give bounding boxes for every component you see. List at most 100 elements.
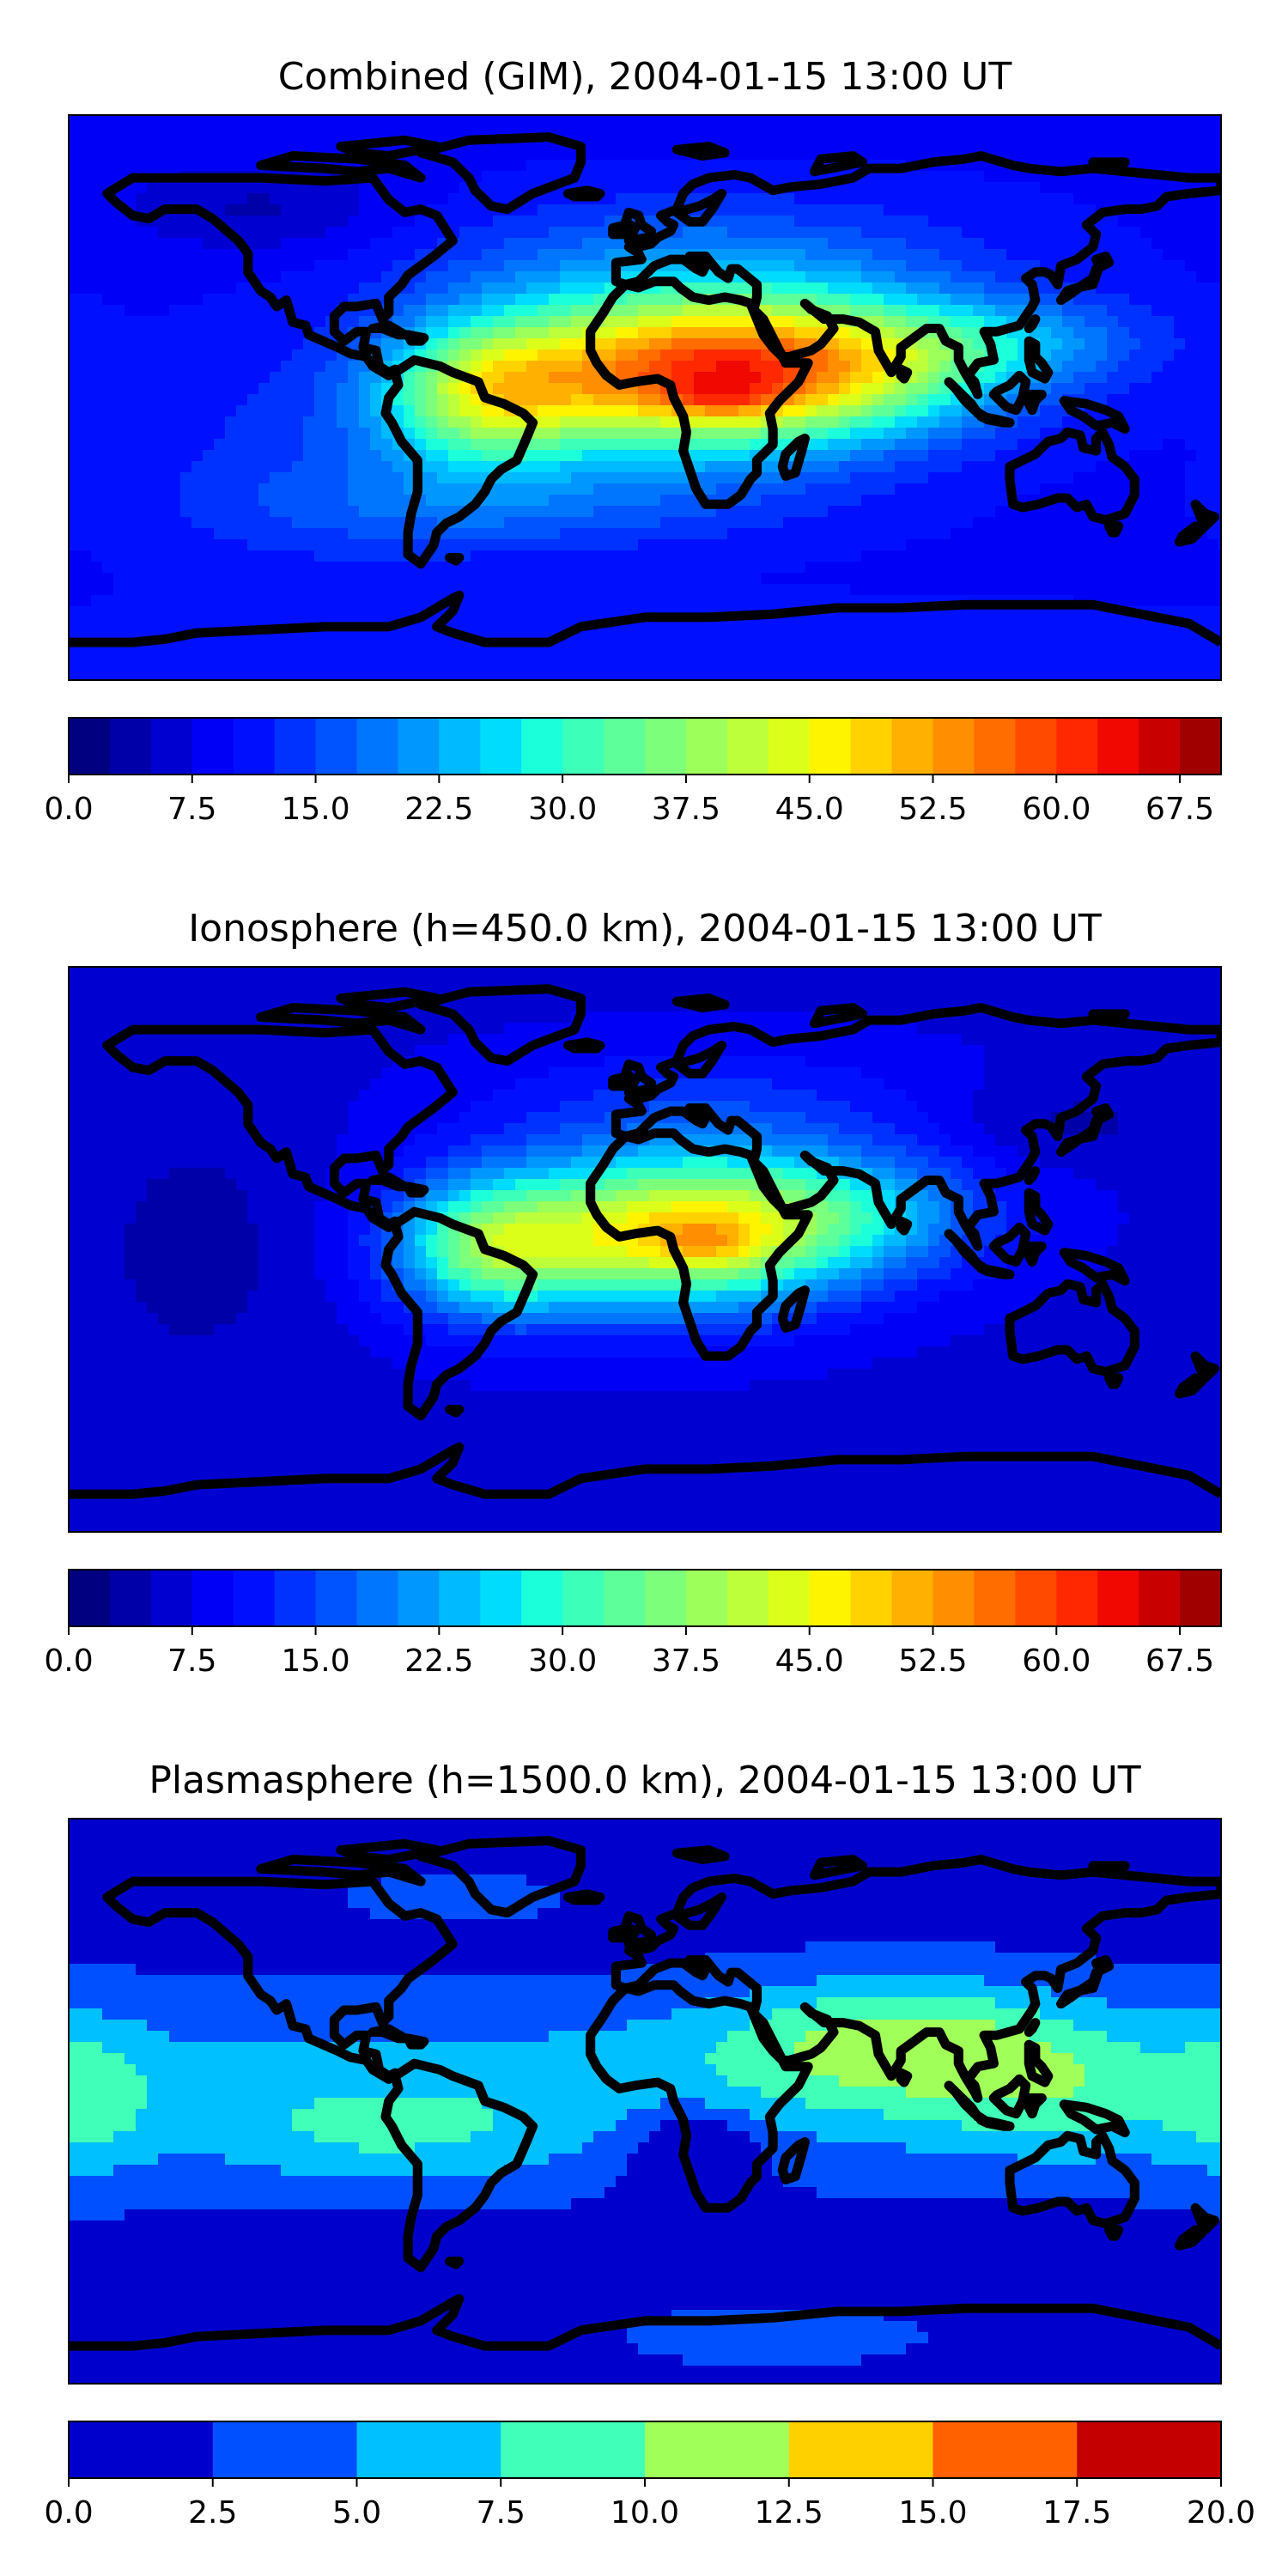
heatmap-cell bbox=[69, 472, 81, 484]
heatmap-cell bbox=[638, 171, 650, 183]
heatmap-cell bbox=[1207, 137, 1219, 149]
heatmap-cell bbox=[191, 149, 204, 161]
heatmap-cell bbox=[605, 562, 617, 574]
heatmap-cell bbox=[292, 416, 304, 428]
heatmap-cell bbox=[951, 629, 963, 641]
heatmap-cell bbox=[392, 528, 404, 540]
heatmap-cell bbox=[1107, 573, 1119, 585]
heatmap-cell bbox=[906, 461, 918, 473]
heatmap-cell bbox=[705, 361, 717, 373]
heatmap-cell bbox=[493, 160, 505, 172]
heatmap-cell bbox=[325, 461, 337, 473]
heatmap-cell bbox=[1062, 506, 1074, 518]
heatmap-cell bbox=[928, 204, 940, 216]
heatmap-cell bbox=[504, 271, 516, 283]
heatmap-cell bbox=[125, 271, 137, 283]
heatmap-cell bbox=[404, 562, 416, 574]
heatmap-cell bbox=[805, 216, 817, 228]
heatmap-cell bbox=[471, 249, 483, 261]
heatmap-cell bbox=[493, 260, 505, 272]
heatmap-cell bbox=[448, 495, 460, 507]
heatmap-cell bbox=[180, 472, 192, 484]
heatmap-cell bbox=[1140, 483, 1152, 495]
heatmap-cell bbox=[258, 439, 270, 451]
heatmap-cell bbox=[337, 260, 349, 272]
heatmap-cell bbox=[649, 573, 661, 585]
heatmap-cell bbox=[1051, 584, 1063, 596]
heatmap-cell bbox=[113, 450, 125, 462]
heatmap-cell bbox=[515, 182, 527, 194]
heatmap-cell bbox=[1196, 316, 1208, 328]
heatmap-cell bbox=[1151, 506, 1163, 518]
heatmap-cell bbox=[1084, 550, 1097, 562]
heatmap-cell bbox=[895, 495, 907, 507]
heatmap-cell bbox=[761, 126, 773, 138]
heatmap-cell bbox=[236, 126, 248, 138]
heatmap-cell bbox=[638, 539, 650, 551]
heatmap-cell bbox=[1151, 405, 1163, 417]
heatmap-cell bbox=[158, 550, 170, 562]
heatmap-cell bbox=[504, 338, 516, 350]
heatmap-cell bbox=[660, 472, 672, 484]
heatmap-cell bbox=[258, 193, 270, 205]
heatmap-cell bbox=[292, 405, 304, 417]
heatmap-cell bbox=[638, 361, 650, 373]
heatmap-cell bbox=[69, 539, 81, 551]
heatmap-cell bbox=[459, 439, 471, 451]
heatmap-cell bbox=[1207, 361, 1219, 373]
heatmap-cell bbox=[191, 416, 204, 428]
heatmap-cell bbox=[180, 361, 192, 373]
heatmap-cell bbox=[191, 260, 204, 272]
heatmap-cell bbox=[716, 338, 728, 350]
heatmap-cell bbox=[526, 349, 538, 361]
heatmap-cell bbox=[1018, 584, 1030, 596]
heatmap-cell bbox=[671, 349, 683, 361]
heatmap-cell bbox=[683, 517, 695, 529]
heatmap-cell bbox=[459, 283, 471, 295]
heatmap-cell bbox=[1196, 539, 1208, 551]
heatmap-cell bbox=[147, 294, 159, 306]
heatmap-cell bbox=[895, 294, 907, 306]
heatmap-cell bbox=[839, 629, 851, 641]
heatmap-cell bbox=[1151, 249, 1163, 261]
heatmap-cell bbox=[649, 472, 661, 484]
heatmap-cell bbox=[705, 238, 717, 250]
heatmap-cell bbox=[292, 595, 304, 607]
heatmap-cell bbox=[437, 126, 449, 138]
heatmap-cell bbox=[538, 573, 550, 585]
heatmap-cell bbox=[482, 182, 494, 194]
heatmap-cell bbox=[694, 461, 706, 473]
heatmap-cell bbox=[560, 450, 572, 462]
heatmap-cell bbox=[482, 517, 494, 529]
heatmap-cell bbox=[281, 416, 293, 428]
heatmap-cell bbox=[627, 517, 639, 529]
heatmap-cell bbox=[560, 640, 572, 652]
heatmap-cell bbox=[1163, 238, 1175, 250]
heatmap-cell bbox=[605, 249, 617, 261]
heatmap-cell bbox=[1107, 338, 1119, 350]
heatmap-cell bbox=[1107, 126, 1119, 138]
heatmap-cell bbox=[337, 495, 349, 507]
heatmap-cell bbox=[939, 461, 951, 473]
heatmap-cell bbox=[984, 617, 996, 629]
heatmap-cell bbox=[727, 349, 739, 361]
heatmap-cell bbox=[1084, 584, 1097, 596]
heatmap-cell bbox=[236, 216, 248, 228]
heatmap-cell bbox=[738, 573, 750, 585]
heatmap-cell bbox=[102, 450, 114, 462]
heatmap-cell bbox=[191, 595, 204, 607]
heatmap-cell bbox=[303, 495, 315, 507]
heatmap-cell bbox=[839, 573, 851, 585]
heatmap-cell bbox=[113, 606, 125, 618]
heatmap-cell bbox=[113, 461, 125, 473]
heatmap-cell bbox=[805, 595, 817, 607]
heatmap-cell bbox=[872, 260, 884, 272]
heatmap-cell bbox=[1174, 305, 1186, 317]
heatmap-cell bbox=[125, 137, 137, 149]
heatmap-cell bbox=[1151, 327, 1163, 339]
heatmap-cell bbox=[895, 584, 907, 596]
heatmap-cell bbox=[147, 428, 159, 440]
heatmap-cell bbox=[939, 260, 951, 272]
heatmap-cell bbox=[348, 584, 360, 596]
heatmap-cell bbox=[392, 562, 404, 574]
